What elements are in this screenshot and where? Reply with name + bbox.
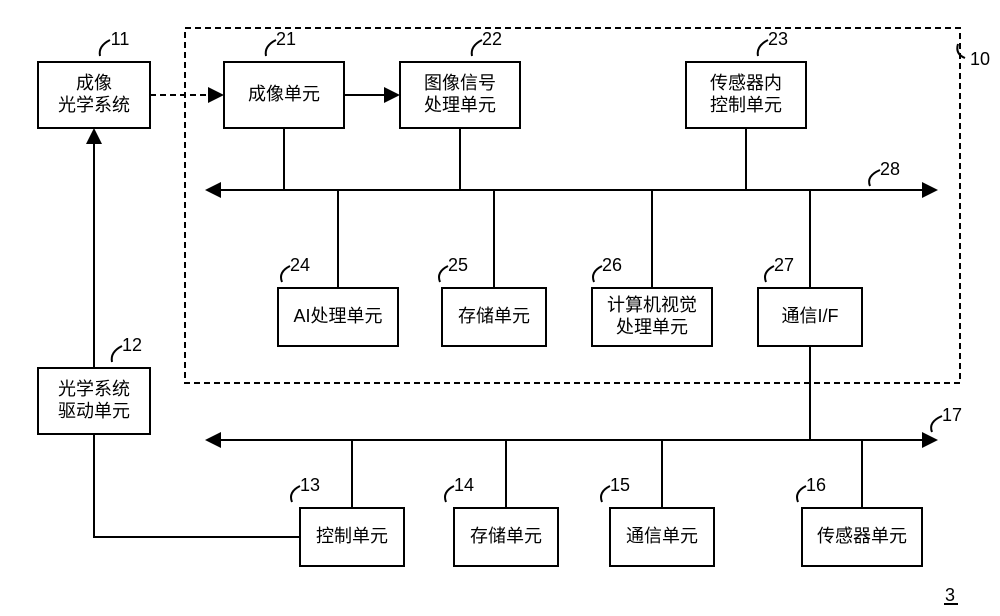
ref-28: 28: [880, 159, 900, 179]
block-diagram: 102817成像光学系统11光学系统驱动单元12成像单元21图像信号处理单元22…: [0, 0, 1000, 616]
ref-16: 16: [806, 475, 826, 495]
block-23-label: 控制单元: [710, 95, 782, 115]
ref-22: 22: [482, 29, 502, 49]
block-24-label: AI处理单元: [293, 306, 382, 326]
block-11-label: 成像: [76, 73, 112, 93]
ref-13: 13: [300, 475, 320, 495]
block-23-label: 传感器内: [710, 73, 782, 93]
block-27-label: 通信I/F: [782, 306, 839, 326]
ref-15: 15: [610, 475, 630, 495]
block-16-label: 传感器单元: [817, 526, 907, 546]
block-21-label: 成像单元: [248, 84, 320, 104]
block-12-label: 驱动单元: [58, 401, 130, 421]
ref-25: 25: [448, 255, 468, 275]
ref-26: 26: [602, 255, 622, 275]
ref-14: 14: [454, 475, 474, 495]
block-25-label: 存储单元: [458, 306, 530, 326]
ref-10: 10: [970, 49, 990, 69]
block-22-label: 图像信号: [424, 73, 496, 93]
block-13-label: 控制单元: [316, 526, 388, 546]
ref-11: 11: [111, 29, 130, 49]
ref-24: 24: [290, 255, 310, 275]
block-14-label: 存储单元: [470, 526, 542, 546]
block-26-label: 计算机视觉: [607, 295, 697, 315]
block-26-label: 处理单元: [616, 317, 688, 337]
figure-ref-3: 3: [945, 585, 955, 605]
block-11-label: 光学系统: [58, 95, 130, 115]
block-12-label: 光学系统: [58, 379, 130, 399]
block-22-label: 处理单元: [424, 95, 496, 115]
ref-23: 23: [768, 29, 788, 49]
ref-17: 17: [942, 405, 962, 425]
ref-21: 21: [276, 29, 296, 49]
block-15-label: 通信单元: [626, 526, 698, 546]
ref-27: 27: [774, 255, 794, 275]
ref-12: 12: [122, 335, 142, 355]
